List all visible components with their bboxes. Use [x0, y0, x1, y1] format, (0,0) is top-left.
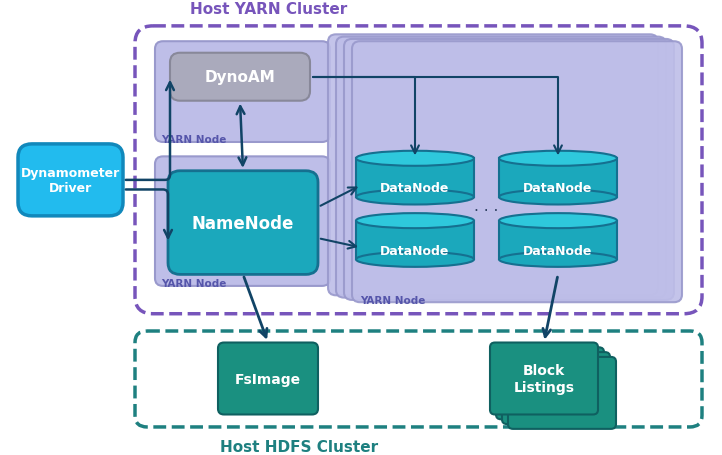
Text: Dynamometer: Dynamometer: [21, 167, 120, 179]
FancyBboxPatch shape: [218, 343, 318, 415]
Ellipse shape: [356, 214, 474, 229]
FancyBboxPatch shape: [170, 54, 310, 101]
Bar: [356, 159, 474, 197]
Bar: [356, 221, 474, 260]
FancyBboxPatch shape: [344, 40, 674, 300]
Ellipse shape: [499, 214, 617, 229]
Ellipse shape: [356, 190, 474, 205]
Ellipse shape: [356, 152, 474, 167]
Text: FsImage: FsImage: [235, 372, 301, 386]
Ellipse shape: [356, 252, 474, 267]
Ellipse shape: [499, 152, 617, 167]
Text: YARN Node: YARN Node: [360, 295, 425, 305]
FancyBboxPatch shape: [508, 357, 616, 429]
FancyBboxPatch shape: [328, 35, 658, 296]
FancyBboxPatch shape: [352, 42, 682, 303]
Text: YARN Node: YARN Node: [161, 278, 227, 288]
Text: NameNode: NameNode: [192, 214, 294, 232]
FancyBboxPatch shape: [155, 157, 330, 286]
Text: Block
Listings: Block Listings: [513, 364, 575, 394]
Text: YARN Node: YARN Node: [161, 135, 227, 145]
Text: . . .: . . .: [474, 199, 499, 213]
Ellipse shape: [499, 252, 617, 267]
Text: DataNode: DataNode: [380, 182, 450, 195]
FancyBboxPatch shape: [490, 343, 598, 415]
Text: Host YARN Cluster: Host YARN Cluster: [190, 2, 347, 17]
FancyBboxPatch shape: [155, 42, 330, 143]
FancyBboxPatch shape: [336, 37, 666, 298]
FancyBboxPatch shape: [502, 352, 610, 424]
Text: Host HDFS Cluster: Host HDFS Cluster: [220, 440, 378, 455]
Text: DynoAM: DynoAM: [204, 70, 275, 85]
FancyBboxPatch shape: [496, 348, 604, 420]
Text: DataNode: DataNode: [523, 182, 593, 195]
Ellipse shape: [499, 190, 617, 205]
Text: DataNode: DataNode: [380, 244, 450, 257]
Text: Driver: Driver: [49, 182, 92, 195]
Bar: [499, 159, 617, 197]
FancyBboxPatch shape: [168, 172, 318, 275]
Text: DataNode: DataNode: [523, 244, 593, 257]
Bar: [499, 221, 617, 260]
FancyBboxPatch shape: [18, 145, 123, 217]
